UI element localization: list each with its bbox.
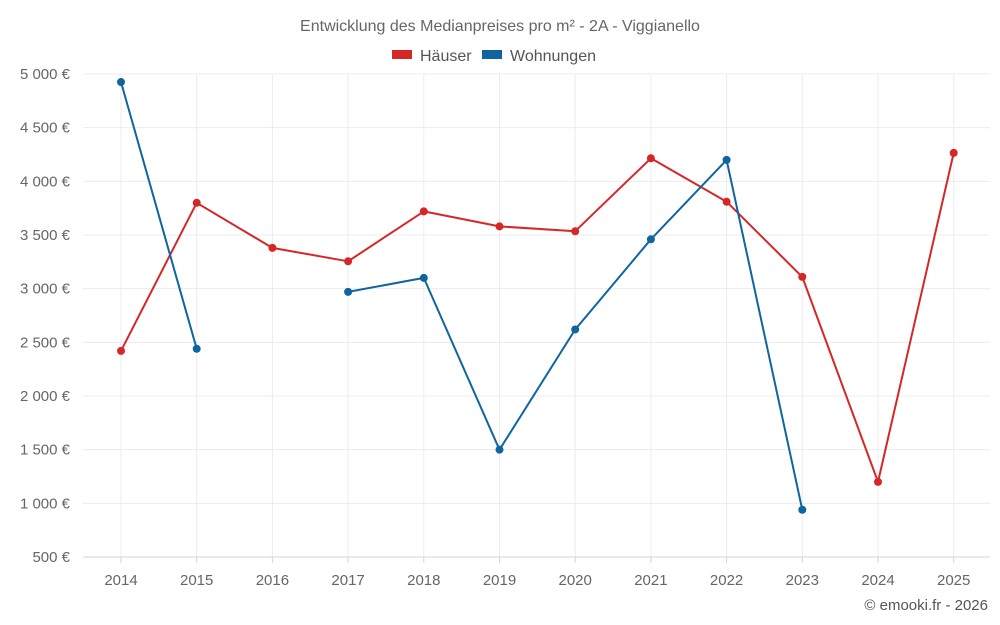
data-point-wohnungen[interactable] [646,235,655,244]
y-tick-label: 5 000 € [20,66,71,83]
data-point-wohnungen[interactable] [419,273,428,282]
legend-item-haeuser[interactable]: Häuser [392,48,472,65]
data-point-haeuser[interactable] [192,198,201,207]
series-wohnungen [117,78,807,514]
data-point-haeuser[interactable] [798,272,807,281]
grid [83,73,990,557]
x-tick-label: 2016 [256,572,289,589]
data-point-haeuser[interactable] [344,257,353,266]
series-haeuser [117,148,958,486]
data-point-wohnungen[interactable] [722,155,731,164]
legend-label-haeuser: Häuser [420,48,472,65]
plot-area [117,78,958,514]
data-point-haeuser[interactable] [495,222,504,231]
data-point-wohnungen[interactable] [571,325,580,334]
y-axis: 500 € 1 000 € 1 500 € 2 000 € 2 500 € 3 000 €… [20,66,71,566]
x-tick-label: 2018 [407,572,440,589]
y-tick-label: 2 500 € [20,334,71,351]
y-tick-label: 3 000 € [20,281,71,298]
y-tick-label: 500 € [32,549,70,566]
legend-item-wohnungen[interactable]: Wohnungen [482,48,596,65]
data-point-haeuser[interactable] [419,207,428,216]
data-point-haeuser[interactable] [268,243,277,252]
x-tick-label: 2019 [483,572,516,589]
y-tick-label: 3 500 € [20,227,71,244]
data-point-wohnungen[interactable] [798,505,807,514]
data-point-haeuser[interactable] [874,477,882,486]
x-tick-label: 2023 [786,572,819,589]
data-point-wohnungen[interactable] [117,78,125,87]
data-point-wohnungen[interactable] [192,344,201,353]
legend-label-wohnungen: Wohnungen [510,48,596,65]
data-point-haeuser[interactable] [949,148,958,157]
data-point-haeuser[interactable] [722,197,731,206]
legend-swatch-wohnungen [482,50,502,59]
data-point-haeuser[interactable] [646,154,655,163]
data-point-wohnungen[interactable] [495,445,504,454]
data-point-haeuser[interactable] [117,346,125,355]
y-tick-label: 4 500 € [20,120,71,137]
data-point-wohnungen[interactable] [344,287,353,296]
x-axis: 2014 2015 2016 2017 2018 2019 2020 2021 2022 2023… [83,556,990,589]
y-tick-label: 1 000 € [20,495,71,512]
legend: Häuser Wohnungen [392,48,596,65]
series-line-haeuser [120,152,955,483]
series-line-wohnungen [120,81,198,350]
legend-swatch-haeuser [392,50,412,59]
y-tick-label: 4 000 € [20,173,71,190]
y-tick-label: 2 000 € [20,388,71,405]
x-tick-label: 2020 [559,572,592,589]
data-point-haeuser[interactable] [571,227,580,236]
x-tick-label: 2017 [331,572,364,589]
x-tick-label: 2014 [104,572,137,589]
copyright-text: © emooki.fr - 2026 [864,597,988,614]
chart-title: Entwicklung des Medianpreises pro m² - 2… [300,18,700,35]
y-tick-label: 1 500 € [20,442,71,459]
x-tick-label: 2021 [634,572,667,589]
x-tick-label: 2015 [180,572,213,589]
x-tick-label: 2024 [861,572,894,589]
x-tick-label: 2025 [937,572,970,589]
x-tick-label: 2022 [710,572,743,589]
